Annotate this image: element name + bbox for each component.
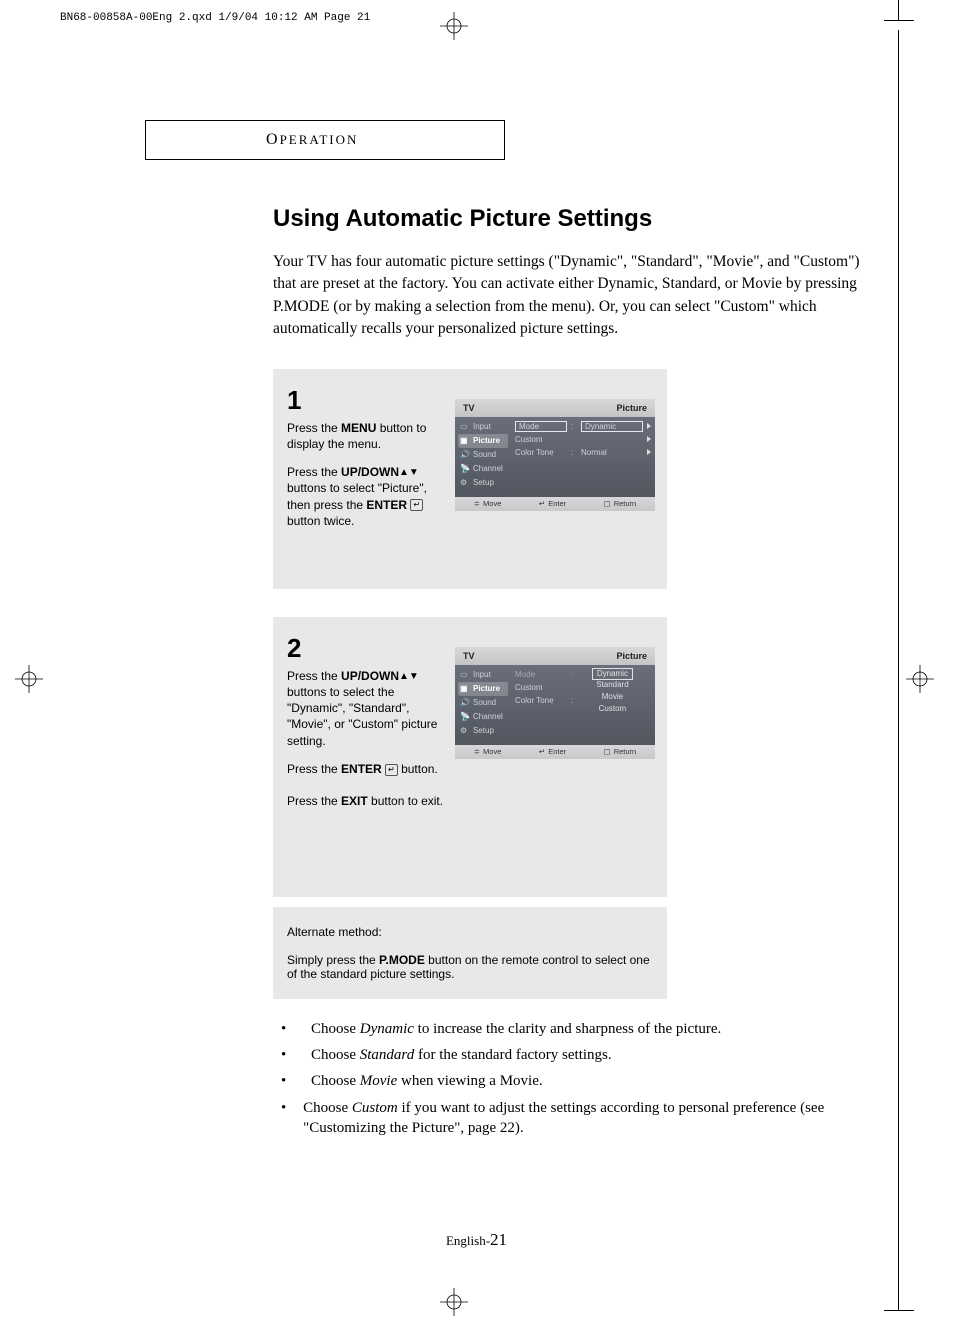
crop-mark — [884, 20, 914, 21]
intro-paragraph: Your TV has four automatic picture setti… — [273, 251, 873, 341]
crop-mark — [884, 1310, 914, 1311]
picture-icon: ▣ — [460, 684, 470, 693]
return-icon: ▢ — [604, 747, 611, 756]
arrow-right-icon — [647, 436, 651, 442]
return-icon: ▢ — [604, 499, 611, 508]
input-icon: ▭ — [460, 670, 470, 679]
tv-header-left: TV — [463, 403, 475, 413]
tv-header-right: Picture — [616, 403, 647, 413]
prepress-header: BN68-00858A-00Eng 2.qxd 1/9/04 10:12 AM … — [60, 12, 370, 24]
sound-icon: 🔊 — [460, 450, 470, 459]
up-down-icon: ▲▼ — [399, 466, 419, 480]
bullet-list: Choose Dynamic to increase the clarity a… — [273, 1019, 853, 1138]
tv-sidebar: ▭Input ▣Picture 🔊Sound 📡Channel ⚙Setup — [455, 665, 511, 745]
channel-icon: 📡 — [460, 464, 470, 473]
enter-icon: ↵ — [410, 499, 423, 511]
channel-icon: 📡 — [460, 712, 470, 721]
tv-screenshot-1: TV Picture ▭Input ▣Picture 🔊Sound 📡Chann… — [455, 399, 655, 511]
enter-icon: ↵ — [539, 747, 545, 756]
step-text: Press the UP/DOWN▲▼ buttons to select th… — [287, 668, 445, 809]
step-text: Press the MENU button to display the men… — [287, 420, 445, 529]
tv-screenshot-2: TV Picture ▭Input ▣Picture 🔊Sound 📡Chann… — [455, 647, 655, 759]
section-rest: PERATION — [280, 132, 359, 147]
bullet-item: Choose Custom if you want to adjust the … — [273, 1098, 853, 1139]
tv-sidebar: ▭Input ▣Picture 🔊Sound 📡Channel ⚙Setup — [455, 417, 511, 497]
mode-dropdown: Dynamic Standard Movie Custom — [592, 668, 633, 716]
section-tab: OPERATION — [145, 120, 505, 160]
move-icon: ≑ — [474, 747, 480, 756]
sound-icon: 🔊 — [460, 698, 470, 707]
enter-icon: ↵ — [385, 764, 398, 776]
bullet-item: Choose Standard for the standard factory… — [273, 1045, 853, 1065]
setup-icon: ⚙ — [460, 478, 470, 487]
alternate-title: Alternate method: — [287, 925, 653, 939]
page-title: Using Automatic Picture Settings — [273, 205, 913, 233]
tv-main-panel: Mode: Custom Color Tone: — [511, 665, 655, 745]
tv-header-left: TV — [463, 651, 475, 661]
page-footer: English-21 — [55, 1230, 898, 1250]
tv-main-panel: Mode:Dynamic Custom Color Tone:Normal — [511, 417, 655, 497]
section-initial: O — [266, 131, 280, 148]
step-2-box: 2 Press the UP/DOWN▲▼ buttons to select … — [273, 617, 667, 897]
content-area: Using Automatic Picture Settings Your TV… — [273, 205, 913, 1144]
arrow-right-icon — [647, 423, 651, 429]
registration-mark — [15, 665, 43, 698]
alternate-body: Simply press the P.MODE button on the re… — [287, 953, 653, 981]
bullet-item: Choose Dynamic to increase the clarity a… — [273, 1019, 853, 1039]
tv-header-right: Picture — [616, 651, 647, 661]
bullet-item: Choose Movie when viewing a Movie. — [273, 1071, 853, 1091]
step-1-box: 1 Press the MENU button to display the m… — [273, 369, 667, 589]
alternate-method-box: Alternate method: Simply press the P.MOD… — [273, 907, 667, 999]
enter-icon: ↵ — [539, 499, 545, 508]
move-icon: ≑ — [474, 499, 480, 508]
crop-mark — [898, 0, 899, 20]
up-down-icon: ▲▼ — [399, 670, 419, 684]
picture-icon: ▣ — [460, 436, 470, 445]
arrow-right-icon — [647, 449, 651, 455]
input-icon: ▭ — [460, 422, 470, 431]
page-frame: OPERATION Using Automatic Picture Settin… — [55, 30, 899, 1310]
setup-icon: ⚙ — [460, 726, 470, 735]
